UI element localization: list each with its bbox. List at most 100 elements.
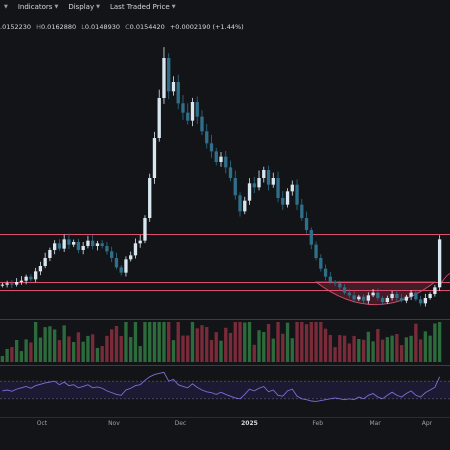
volume-bar (100, 346, 104, 362)
candle (309, 227, 313, 250)
candle (285, 188, 290, 208)
candle-body (10, 283, 14, 285)
candle (266, 165, 271, 191)
candle (181, 95, 185, 120)
price-source-label: Last Traded Price (109, 3, 170, 11)
candle (409, 290, 413, 300)
candle (214, 147, 218, 166)
candle (209, 134, 214, 158)
chevron-down-icon: ▼ (4, 4, 8, 10)
candle-body (110, 251, 114, 258)
candle (404, 294, 409, 304)
indicators-menu[interactable]: Indicators ▼ (18, 3, 58, 11)
candle (433, 284, 437, 297)
candle-body (338, 283, 342, 288)
candle-body (190, 102, 195, 121)
low-key: L (81, 23, 85, 31)
price-source-menu[interactable]: Last Traded Price ▼ (110, 3, 176, 11)
candle-body (376, 292, 380, 298)
candle (437, 235, 442, 291)
candle-body (418, 299, 423, 304)
candle (376, 288, 380, 301)
candle (129, 251, 133, 262)
candle-body (390, 294, 394, 298)
chart-toolbar: ▼ Indicators ▼ Display ▼ Last Traded Pri… (0, 0, 450, 14)
candle (138, 234, 142, 248)
volume-bar (38, 337, 43, 362)
candle (62, 234, 66, 252)
candle (357, 294, 361, 302)
candle-body (214, 151, 218, 162)
candle-body (205, 131, 209, 144)
volume-bar (404, 337, 409, 362)
volume-bar (238, 322, 242, 362)
candle-body (81, 246, 85, 250)
candle-body (62, 239, 66, 249)
volume-bar (114, 326, 119, 362)
candle (262, 166, 266, 183)
high-key: H (36, 23, 41, 31)
candle (399, 293, 404, 303)
candle (152, 131, 157, 184)
candle (361, 294, 366, 304)
volume-bar (57, 340, 62, 362)
candle (19, 276, 24, 285)
volume-bar (409, 335, 413, 362)
open-value: .0152230 (0, 23, 32, 31)
volume-bar (171, 340, 176, 362)
volume-bar (257, 330, 261, 362)
candle-body (33, 271, 38, 280)
candle-body (105, 246, 109, 252)
volume-bar (295, 322, 299, 362)
volume-bar (48, 326, 52, 362)
candle-body (380, 298, 385, 302)
high-value: 0.0162880 (40, 23, 77, 31)
candle-body (333, 282, 337, 284)
candle-body (143, 218, 147, 241)
volume-bar (285, 322, 290, 362)
candle-body (43, 258, 47, 266)
candle (5, 280, 9, 288)
volume-bar (219, 340, 223, 362)
candle (342, 284, 347, 295)
candle (105, 242, 109, 255)
candle-body (52, 243, 57, 250)
volume-bar (91, 334, 95, 362)
candle-body (323, 268, 328, 277)
candle (366, 292, 370, 304)
candle-body (91, 240, 95, 246)
candle (314, 241, 318, 261)
volume-bar (110, 329, 114, 362)
candle-body (361, 296, 366, 301)
chevron-down-icon: ▼ (171, 4, 176, 10)
candle (228, 160, 233, 182)
candle-body (24, 276, 28, 281)
candle (243, 196, 247, 215)
volume-bar (262, 332, 266, 362)
candle-body (19, 280, 24, 282)
candle-body (290, 184, 294, 192)
volume-bar (319, 322, 323, 362)
volume-bar (414, 323, 418, 362)
candle-body (233, 178, 237, 196)
indicators-label: Indicators (17, 3, 53, 11)
candle-body (228, 167, 233, 178)
candle-body (48, 250, 52, 258)
candle (176, 74, 180, 110)
volume-bar (437, 322, 442, 362)
candle (371, 289, 375, 298)
x-tick-label: Oct (37, 420, 48, 427)
volume-bar (200, 325, 204, 362)
chart-type-dropdown[interactable]: ▼ (2, 4, 8, 10)
candle-body (119, 267, 123, 273)
volume-bar (62, 325, 66, 362)
candle-body (433, 287, 437, 294)
volume-bar (314, 322, 318, 362)
candle (252, 177, 256, 193)
candle-body (0, 284, 5, 286)
volume-bar (119, 335, 123, 362)
candle (86, 235, 90, 249)
candle (319, 254, 323, 272)
display-menu[interactable]: Display ▼ (68, 3, 100, 11)
